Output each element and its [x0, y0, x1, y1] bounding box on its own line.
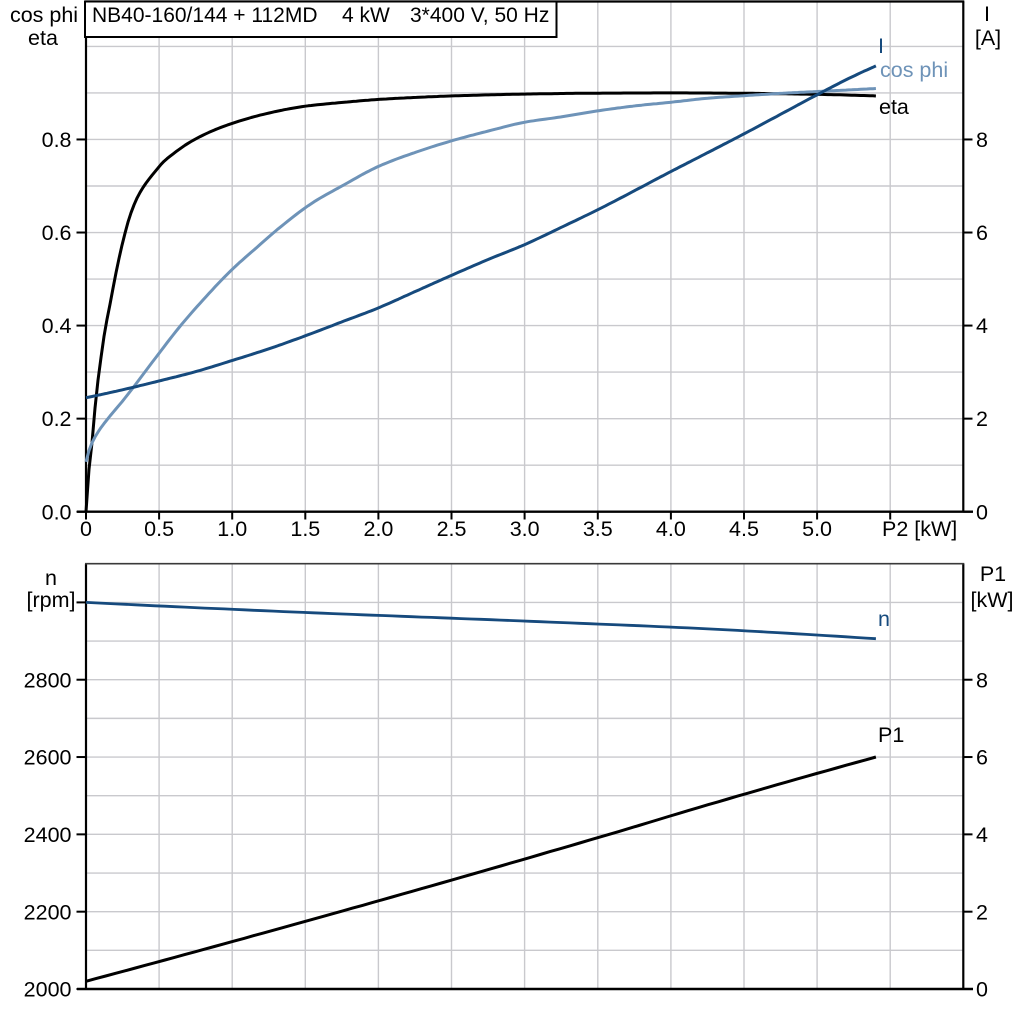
svg-text:2200: 2200: [24, 900, 72, 924]
svg-text:2: 2: [976, 407, 988, 431]
svg-text:cos phi: cos phi: [10, 3, 78, 27]
svg-text:8: 8: [976, 668, 988, 692]
svg-text:0.5: 0.5: [144, 517, 174, 541]
svg-text:eta: eta: [879, 95, 909, 119]
svg-text:1.5: 1.5: [290, 517, 320, 541]
svg-text:5.0: 5.0: [802, 517, 832, 541]
svg-text:n: n: [45, 566, 57, 590]
svg-text:4.0: 4.0: [656, 517, 686, 541]
svg-text:[rpm]: [rpm]: [27, 588, 76, 612]
svg-text:eta: eta: [28, 26, 58, 50]
svg-text:6: 6: [976, 221, 988, 245]
svg-text:2.0: 2.0: [363, 517, 393, 541]
svg-text:0: 0: [976, 978, 988, 1002]
svg-text:2400: 2400: [24, 823, 72, 847]
svg-text:0.6: 0.6: [42, 221, 72, 245]
svg-text:P2 [kW]: P2 [kW]: [882, 517, 957, 541]
svg-text:4.5: 4.5: [729, 517, 759, 541]
svg-text:P1: P1: [980, 562, 1006, 586]
svg-text:0.2: 0.2: [42, 407, 72, 431]
svg-text:0: 0: [80, 517, 92, 541]
svg-text:2.5: 2.5: [437, 517, 467, 541]
svg-text:4 kW: 4 kW: [342, 4, 390, 27]
svg-text:4: 4: [976, 823, 988, 847]
svg-text:3*400 V, 50 Hz: 3*400 V, 50 Hz: [410, 4, 549, 27]
svg-text:6: 6: [976, 746, 988, 770]
svg-text:4: 4: [976, 314, 988, 338]
svg-text:P1: P1: [878, 723, 904, 747]
svg-text:3.0: 3.0: [510, 517, 540, 541]
svg-text:[A]: [A]: [975, 26, 1001, 50]
svg-text:1.0: 1.0: [217, 517, 247, 541]
svg-text:n: n: [878, 607, 890, 631]
svg-text:2800: 2800: [24, 668, 72, 692]
svg-text:3.5: 3.5: [583, 517, 613, 541]
svg-text:2600: 2600: [24, 746, 72, 770]
svg-text:NB40-160/144 + 112MD: NB40-160/144 + 112MD: [92, 4, 318, 27]
svg-text:0: 0: [976, 500, 988, 524]
svg-text:I: I: [984, 2, 990, 26]
svg-text:[kW]: [kW]: [971, 588, 1014, 612]
svg-text:0.8: 0.8: [42, 128, 72, 152]
svg-text:I: I: [878, 34, 884, 58]
svg-text:8: 8: [976, 128, 988, 152]
svg-text:0.0: 0.0: [42, 500, 72, 524]
svg-text:2000: 2000: [24, 978, 72, 1002]
svg-text:2: 2: [976, 900, 988, 924]
svg-text:cos phi: cos phi: [880, 58, 948, 82]
svg-text:0.4: 0.4: [42, 314, 72, 338]
